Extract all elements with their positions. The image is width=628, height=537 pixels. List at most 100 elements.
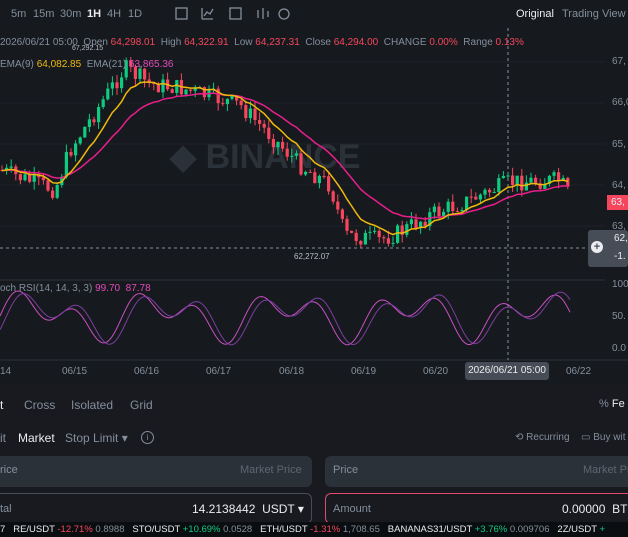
ema-line [1, 92, 568, 220]
rsi-tick: 0.0 [612, 343, 626, 354]
candle-body [492, 192, 496, 194]
rsi-legend: och RSI(14, 14, 3, 3) 99.70 87.78 [0, 283, 151, 294]
candle-body [451, 201, 455, 212]
price: 1,708.65 [342, 524, 380, 535]
label: Stop Limit [65, 431, 119, 445]
candle-body [156, 83, 160, 93]
candle-body [534, 177, 538, 184]
order-tab[interactable]: Isolated [71, 398, 114, 412]
ohlc-bar: 2026/06/21 05:00 Open 64,298.01 High 64,… [0, 37, 524, 48]
interval-active[interactable]: 1H [87, 8, 102, 20]
candle-body [313, 172, 317, 184]
chart-graphics: ◆ BINANCE [0, 28, 628, 361]
candle-body [101, 99, 105, 108]
candle-body [478, 194, 482, 200]
info-icon[interactable]: i [141, 431, 154, 444]
candle-body [83, 126, 87, 138]
label: och RSI(14, 14, 3, 3) [0, 283, 93, 294]
order-type[interactable]: it [0, 431, 6, 445]
fee-link[interactable]: % Fe [599, 398, 625, 410]
interval[interactable]: 1D [128, 8, 143, 20]
interval[interactable]: 30m [60, 8, 82, 20]
candle-body [340, 209, 344, 219]
price-tick: 65, [612, 139, 626, 150]
price: 0.009706 [509, 524, 550, 535]
candle-body [501, 176, 505, 179]
date-tick: 06/17 [206, 366, 232, 377]
candle-body [106, 88, 110, 100]
value: 63,865.36 [128, 59, 174, 70]
candle-body [193, 87, 197, 91]
rsi-tick: 50. [612, 311, 626, 322]
candle-body [55, 184, 59, 198]
crosshair-price: 62, [614, 233, 628, 244]
date-tick: 06/19 [351, 366, 377, 377]
order-tab[interactable]: Grid [130, 398, 153, 412]
interval[interactable]: 15m [33, 8, 55, 20]
candle-body [488, 189, 492, 193]
label: Open [83, 37, 108, 48]
date-tick: 06/22 [566, 366, 592, 377]
price-input[interactable] [325, 456, 628, 487]
candle-body [354, 232, 358, 241]
interval[interactable]: 4H [107, 8, 122, 20]
input-placeholder: Market Price [240, 464, 302, 476]
pair[interactable]: ETH/USDT [260, 524, 308, 535]
candle-body [345, 218, 349, 231]
candle-body [474, 196, 478, 200]
pair[interactable]: 2Z/USDT [557, 524, 597, 535]
pair[interactable]: BANANAS31/USDT [387, 524, 473, 535]
price: 0.8988 [95, 524, 125, 535]
candle-body [46, 180, 50, 191]
value: 99.70 [95, 283, 121, 294]
label: Range [463, 37, 493, 48]
input-label: Price [333, 464, 359, 476]
candle-body [391, 242, 395, 244]
candle-body [248, 108, 252, 119]
candle-body [184, 89, 188, 95]
add-order-button[interactable]: + [591, 241, 603, 253]
pair[interactable]: STO/USDT [132, 524, 181, 535]
price-input[interactable] [0, 456, 312, 487]
candle-body [322, 175, 326, 177]
ticker: 7 RE/USDT -12.71% 0.8988 STO/USDT +10.69… [0, 524, 605, 535]
candle-body [543, 183, 547, 189]
candle-body [115, 82, 119, 89]
recurring-link[interactable]: ⟲ Recurring [515, 432, 570, 443]
order-type-active[interactable]: Market [18, 431, 55, 445]
candle-body [262, 123, 266, 128]
candle-body [400, 225, 404, 235]
candle-body [64, 152, 68, 177]
order-tab[interactable]: t [0, 398, 4, 412]
candle-body [327, 176, 331, 192]
value: 64,322.91 [184, 37, 229, 48]
date-tick: 06/20 [423, 366, 449, 377]
label: Low [234, 37, 253, 48]
price-tick: 64, [612, 180, 626, 191]
candle-body [271, 138, 275, 148]
candle-body [161, 79, 165, 93]
candle-body [373, 230, 377, 232]
candle-body [308, 171, 312, 173]
buy-with-link[interactable]: ▭ Buy wit [581, 432, 626, 443]
order-tab[interactable]: Cross [24, 398, 56, 412]
interval[interactable]: 5m [11, 8, 27, 20]
view-tab[interactable]: Trading View [562, 8, 626, 20]
candle-body [294, 153, 298, 156]
candle-body [138, 68, 142, 79]
high-annotation: 67,292.15 [72, 45, 104, 52]
candle-body [529, 177, 533, 183]
rsi-tick: 100 [612, 279, 628, 290]
price-tick: 67, [612, 56, 626, 67]
candle-body [520, 175, 524, 191]
pair[interactable]: 7 [0, 524, 6, 535]
view-tab[interactable]: Original [516, 8, 554, 20]
toolbar-icons[interactable] [172, 4, 312, 24]
order-type[interactable]: Stop Limit ▾ [65, 431, 128, 445]
value: 0.13% [495, 37, 524, 48]
pair[interactable]: RE/USDT [13, 524, 55, 535]
total-value: 14.2138442 USDT ▾ [192, 502, 304, 516]
candle-body [32, 174, 36, 182]
candle-body [446, 201, 450, 212]
